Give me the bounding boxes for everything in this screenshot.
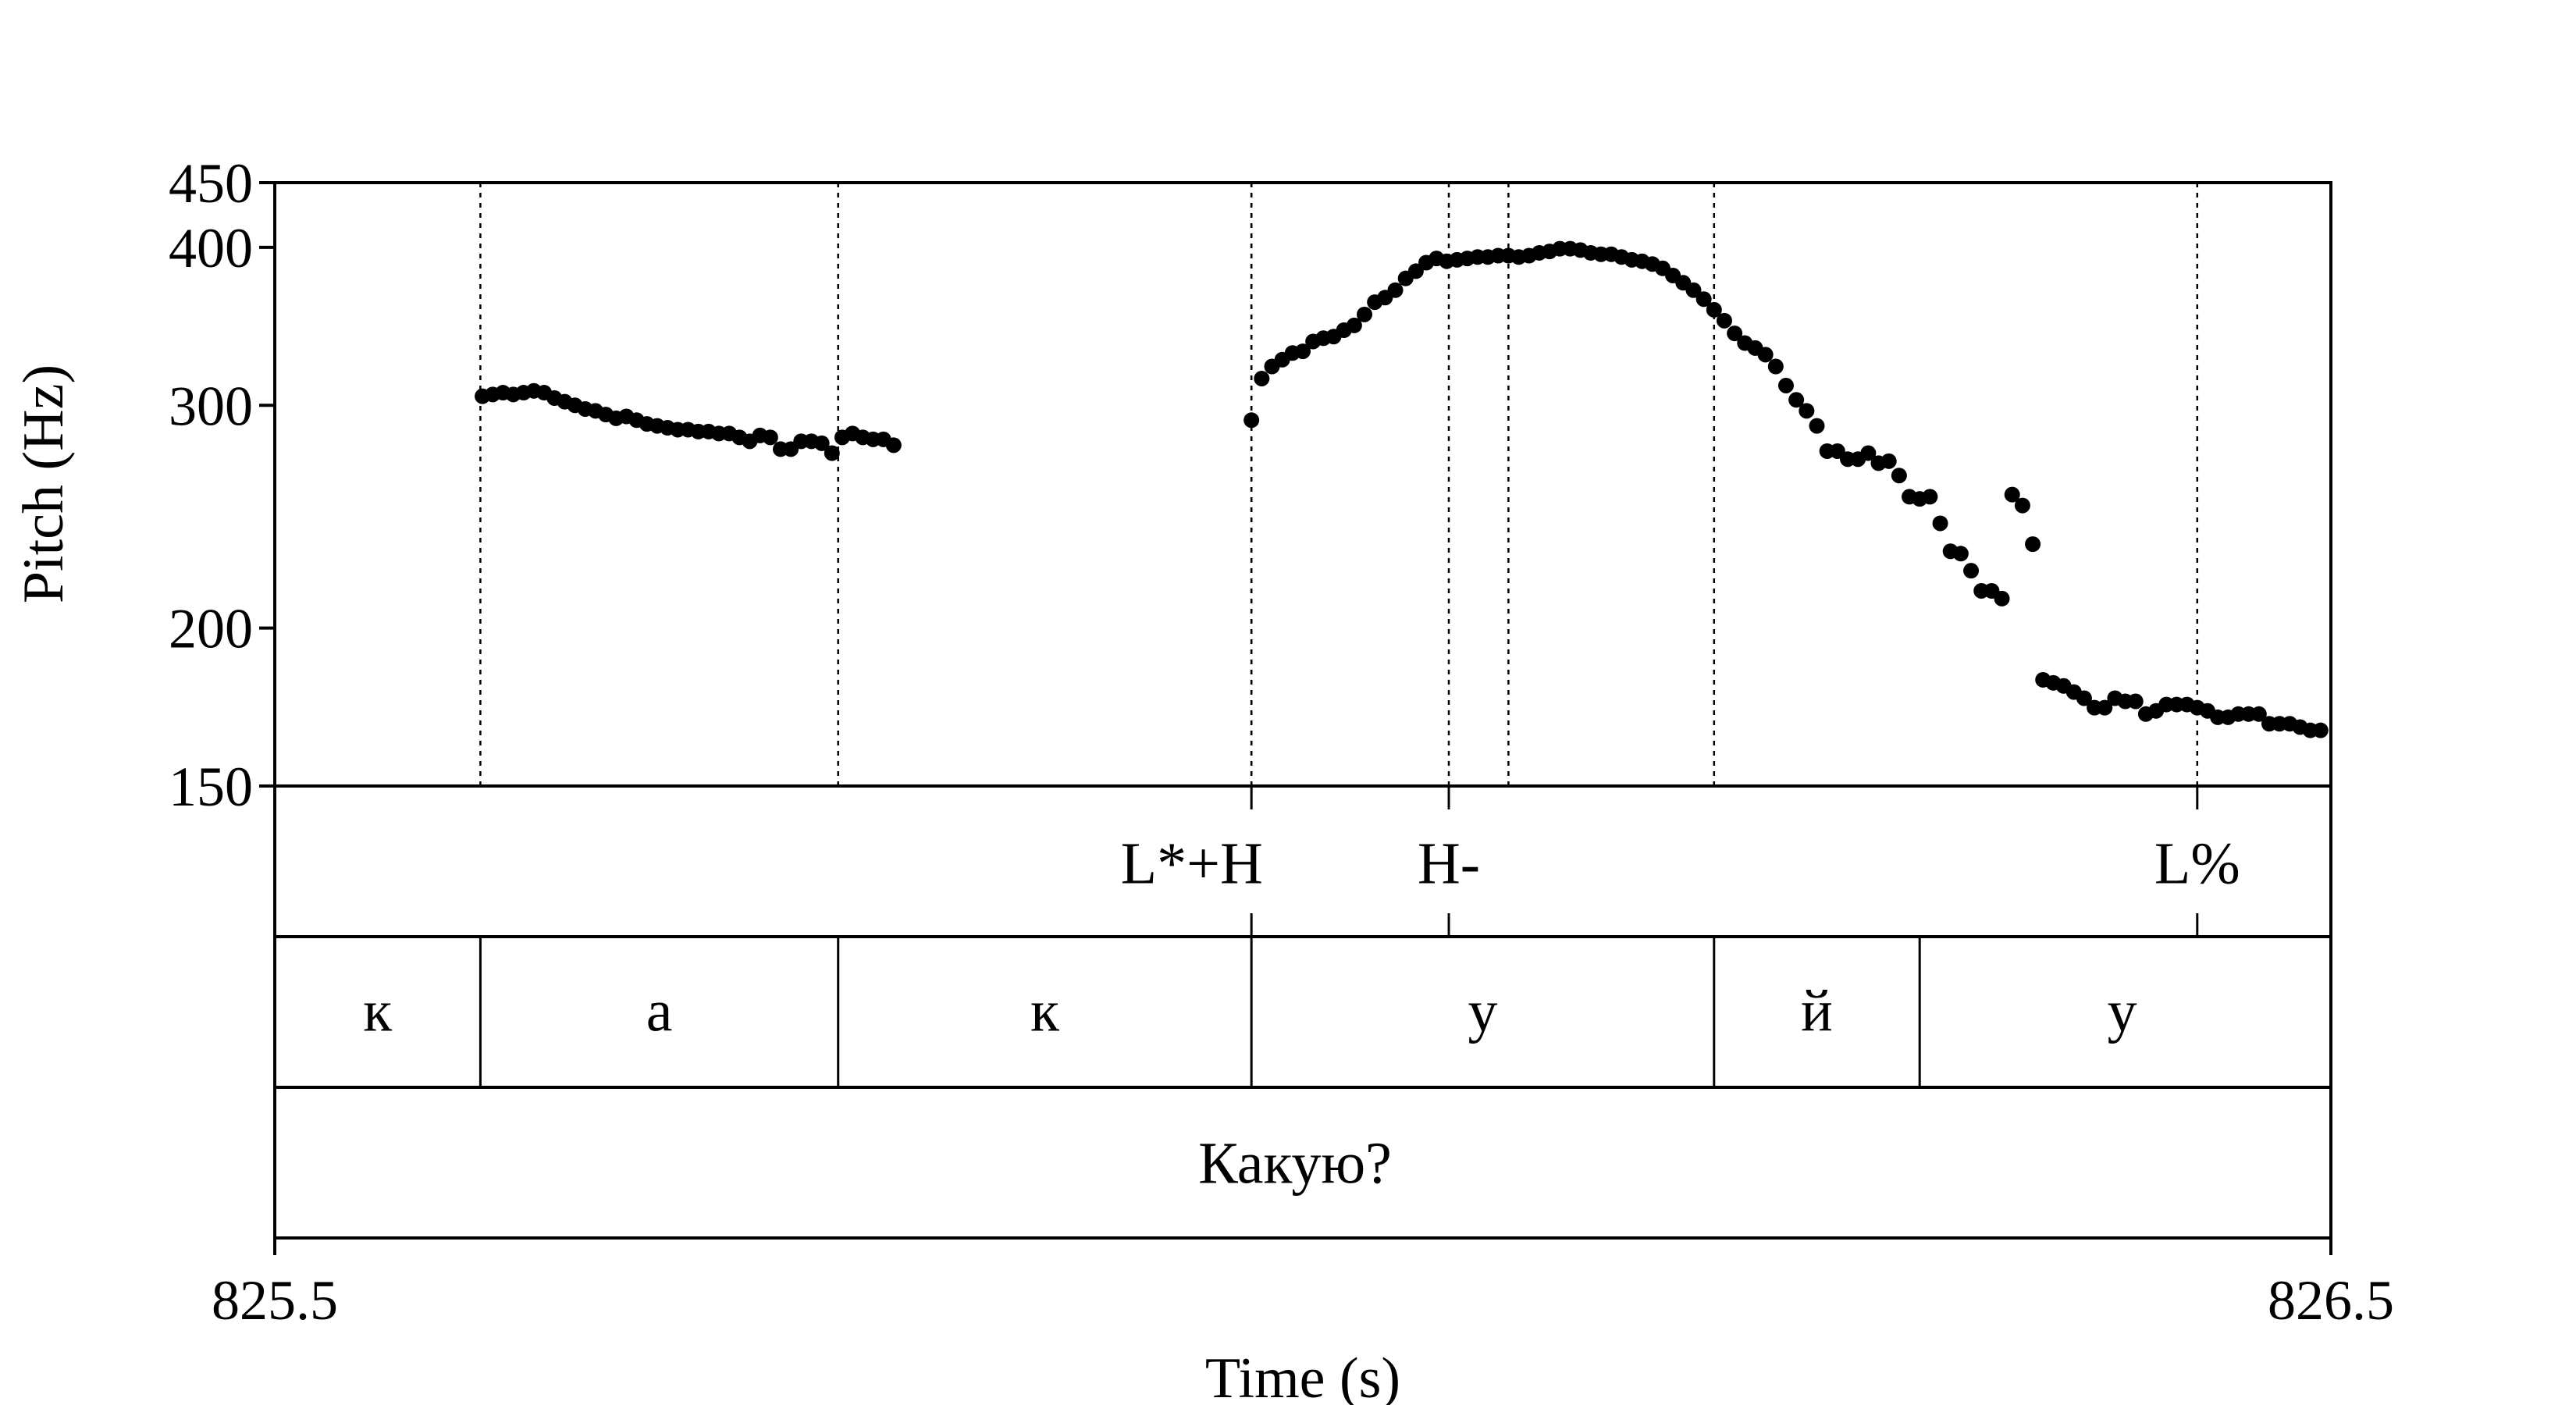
- x-tick-label: 825.5: [212, 1269, 338, 1332]
- x-tick-label: 826.5: [2268, 1269, 2394, 1332]
- tone-label: H-: [1418, 831, 1480, 897]
- pitch-point: [1799, 403, 1815, 419]
- pitch-point: [1357, 306, 1373, 322]
- tone-label: L*+H: [1121, 831, 1263, 897]
- pitch-point: [1244, 412, 1260, 429]
- pitch-point: [2250, 706, 2267, 722]
- y-tick-label: 200: [169, 598, 253, 660]
- pitch-point: [1757, 347, 1774, 363]
- segment-label: у: [1468, 979, 1497, 1044]
- pitch-point: [2004, 486, 2020, 503]
- pitch-point: [1387, 282, 1404, 298]
- segment-label: а: [646, 979, 673, 1044]
- pitch-point: [1254, 370, 1270, 386]
- pitch-point: [1891, 468, 1907, 484]
- y-tick-label: 400: [169, 217, 253, 279]
- segment-label: й: [1801, 979, 1833, 1044]
- pitch-point: [762, 429, 778, 446]
- y-tick-label: 150: [169, 756, 253, 818]
- segment-label: к: [363, 979, 392, 1044]
- y-axis-title: Pitch (Hz): [12, 365, 76, 603]
- pitch-point: [2312, 722, 2329, 738]
- pitch-point: [2025, 536, 2041, 553]
- pitch-point: [1727, 325, 1743, 342]
- pitch-point: [2076, 690, 2092, 706]
- x-axis-ticks: 825.5 826.5: [212, 1238, 2394, 1332]
- pitch-point: [1767, 358, 1784, 375]
- segment-label: у: [2108, 979, 2137, 1044]
- pitch-point: [1716, 312, 1732, 329]
- x-axis-title: Time (s): [1205, 1346, 1400, 1405]
- y-tick-label: 300: [169, 375, 253, 437]
- pitch-point: [1685, 282, 1702, 298]
- pitch-point: [2127, 693, 2144, 710]
- pitch-point: [1952, 546, 1969, 562]
- tone-tier-marks: [1250, 786, 2199, 937]
- word-tier-frame: [273, 1086, 2332, 1240]
- pitch-point: [1346, 317, 1362, 333]
- pitch-point: [1809, 418, 1825, 434]
- tier-labels: L*+H H- L% к а к у й у Какую?: [363, 831, 2240, 1197]
- pitch-points: [475, 240, 2329, 738]
- pitch-point: [1295, 343, 1311, 360]
- pitch-point: [1963, 563, 1980, 579]
- pitch-point: [1860, 445, 1877, 461]
- pitch-point: [1695, 291, 1712, 308]
- pitch-point: [1994, 590, 2010, 606]
- pitch-point: [1922, 489, 1938, 505]
- pitch-point: [813, 435, 830, 451]
- pitch-point: [824, 445, 840, 461]
- pitch-point: [1407, 263, 1424, 279]
- pitch-point: [1777, 377, 1794, 393]
- word-label: Какую?: [1198, 1131, 1392, 1197]
- y-tick-label: 450: [169, 152, 253, 215]
- pitch-point: [1706, 301, 1722, 318]
- pitch-point: [1880, 453, 1897, 469]
- pitch-point: [1932, 515, 1948, 532]
- pitch-point: [885, 437, 902, 454]
- pitch-point: [1788, 392, 1805, 408]
- tone-label: L%: [2154, 831, 2240, 897]
- pitch-point: [2097, 699, 2113, 716]
- segment-tier-lines: [479, 937, 1921, 1087]
- pitch-point: [2014, 497, 2030, 514]
- segment-label: к: [1030, 979, 1059, 1044]
